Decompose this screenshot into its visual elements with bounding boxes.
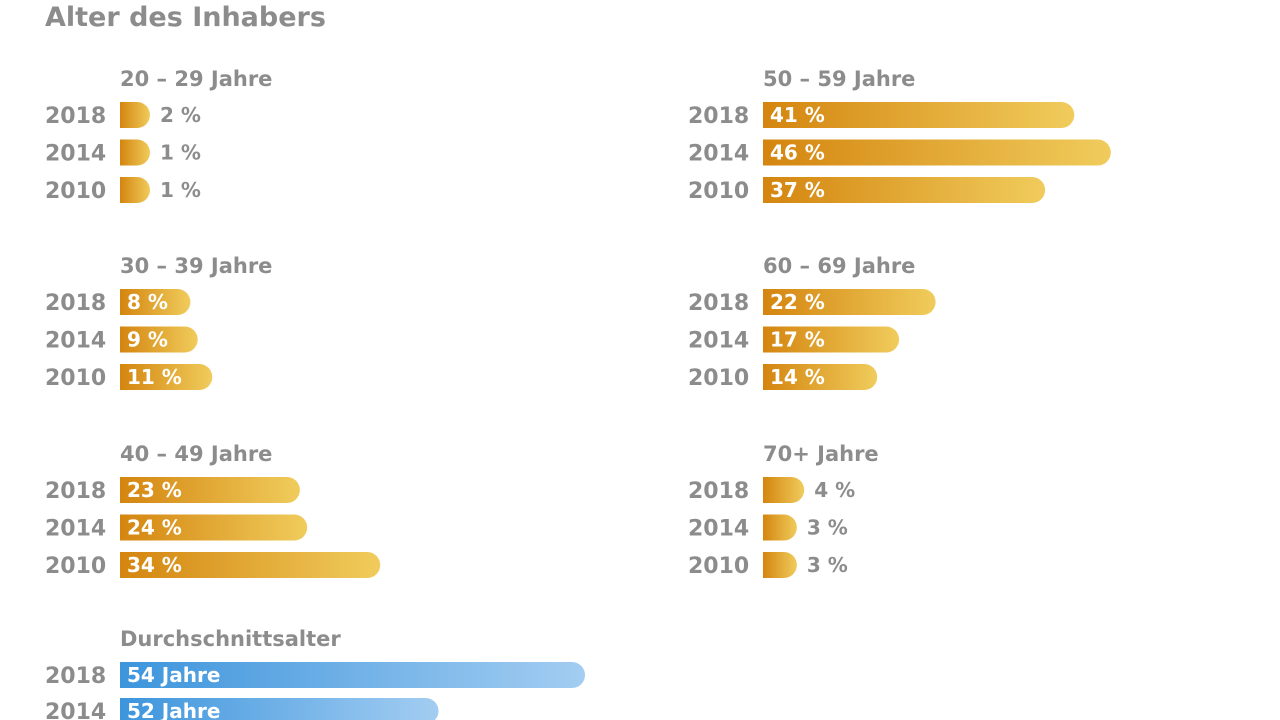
data-label: 24 % (127, 516, 182, 540)
year-label: 2014 (45, 517, 106, 542)
bar (120, 477, 300, 503)
group-label: 60 – 69 Jahre (763, 254, 915, 278)
data-label: 46 % (770, 141, 825, 165)
data-label: 8 % (127, 290, 168, 314)
bar (763, 326, 900, 353)
year-label: 2014 (45, 329, 106, 354)
data-label: 34 % (127, 553, 182, 577)
bar (763, 289, 936, 315)
bar (120, 514, 308, 541)
bar (763, 514, 797, 541)
year-label: 2018 (45, 291, 106, 316)
data-label: 9 % (127, 328, 168, 352)
group-label: 50 – 59 Jahre (763, 67, 915, 91)
year-label: 2018 (45, 664, 106, 689)
group-0: 20 – 29 Jahre 2018 2 % 2014 1 % 2010 1 % (45, 67, 272, 204)
group-label: 20 – 29 Jahre (120, 67, 272, 91)
bar (120, 364, 213, 390)
bar (120, 662, 585, 688)
year-label: 2014 (688, 517, 749, 542)
year-label: 2018 (45, 479, 106, 504)
bar (763, 552, 797, 578)
data-label: 14 % (770, 365, 825, 389)
data-label: 17 % (770, 328, 825, 352)
bar (120, 326, 198, 353)
year-label: 2010 (45, 554, 106, 579)
bar (763, 364, 878, 390)
year-label: 2018 (688, 479, 749, 504)
year-label: 2014 (688, 329, 749, 354)
data-label: 3 % (807, 516, 848, 540)
group-label: 70+ Jahre (763, 442, 879, 466)
data-label: 52 Jahre (127, 699, 220, 720)
data-label: 54 Jahre (127, 663, 220, 687)
year-label: 2010 (688, 554, 749, 579)
data-label: 3 % (807, 553, 848, 577)
bar (763, 139, 1111, 166)
bar (763, 102, 1075, 128)
data-label: 1 % (160, 178, 201, 202)
bar (120, 552, 381, 578)
data-label: 4 % (814, 478, 855, 502)
average-age-section: Durchschnittsalter 2018 54 Jahre 2014 52 Jah… (45, 627, 585, 720)
year-label: 2018 (688, 104, 749, 129)
year-label: 2010 (45, 179, 106, 204)
year-label: 2018 (688, 291, 749, 316)
bar (120, 177, 150, 203)
data-label: 22 % (770, 290, 825, 314)
data-label: 2 % (160, 103, 201, 127)
year-label: 2014 (45, 142, 106, 167)
data-label: 37 % (770, 178, 825, 202)
bar (120, 289, 191, 315)
data-label: 23 % (127, 478, 182, 502)
data-label: 11 % (127, 365, 182, 389)
bar (120, 102, 150, 128)
average-age-title: Durchschnittsalter (120, 627, 341, 651)
year-label: 2010 (688, 179, 749, 204)
year-label: 2010 (45, 366, 106, 391)
group-1: 30 – 39 Jahre 2018 8 % 2014 9 % 2010 11 % (45, 254, 272, 391)
group-3: 50 – 59 Jahre 2018 41 % 2014 46 % 2010 37 % (688, 67, 1111, 204)
group-4: 60 – 69 Jahre 2018 22 % 2014 17 % 2010 14 % (688, 254, 936, 391)
year-label: 2014 (688, 142, 749, 167)
year-label: 2018 (45, 104, 106, 129)
data-label: 1 % (160, 141, 201, 165)
bar (120, 139, 150, 166)
bar (120, 698, 439, 720)
year-label: 2010 (688, 366, 749, 391)
bar (763, 177, 1046, 203)
group-2: 40 – 49 Jahre 2018 23 % 2014 24 % 2010 34 % (45, 442, 381, 579)
year-label: 2014 (45, 700, 106, 720)
data-label: 41 % (770, 103, 825, 127)
group-label: 40 – 49 Jahre (120, 442, 272, 466)
group-label: 30 – 39 Jahre (120, 254, 272, 278)
chart-title: Alter des Inhabers (45, 2, 326, 33)
group-5: 70+ Jahre 2018 4 % 2014 3 % 2010 3 % (688, 442, 879, 579)
bar (763, 477, 805, 503)
